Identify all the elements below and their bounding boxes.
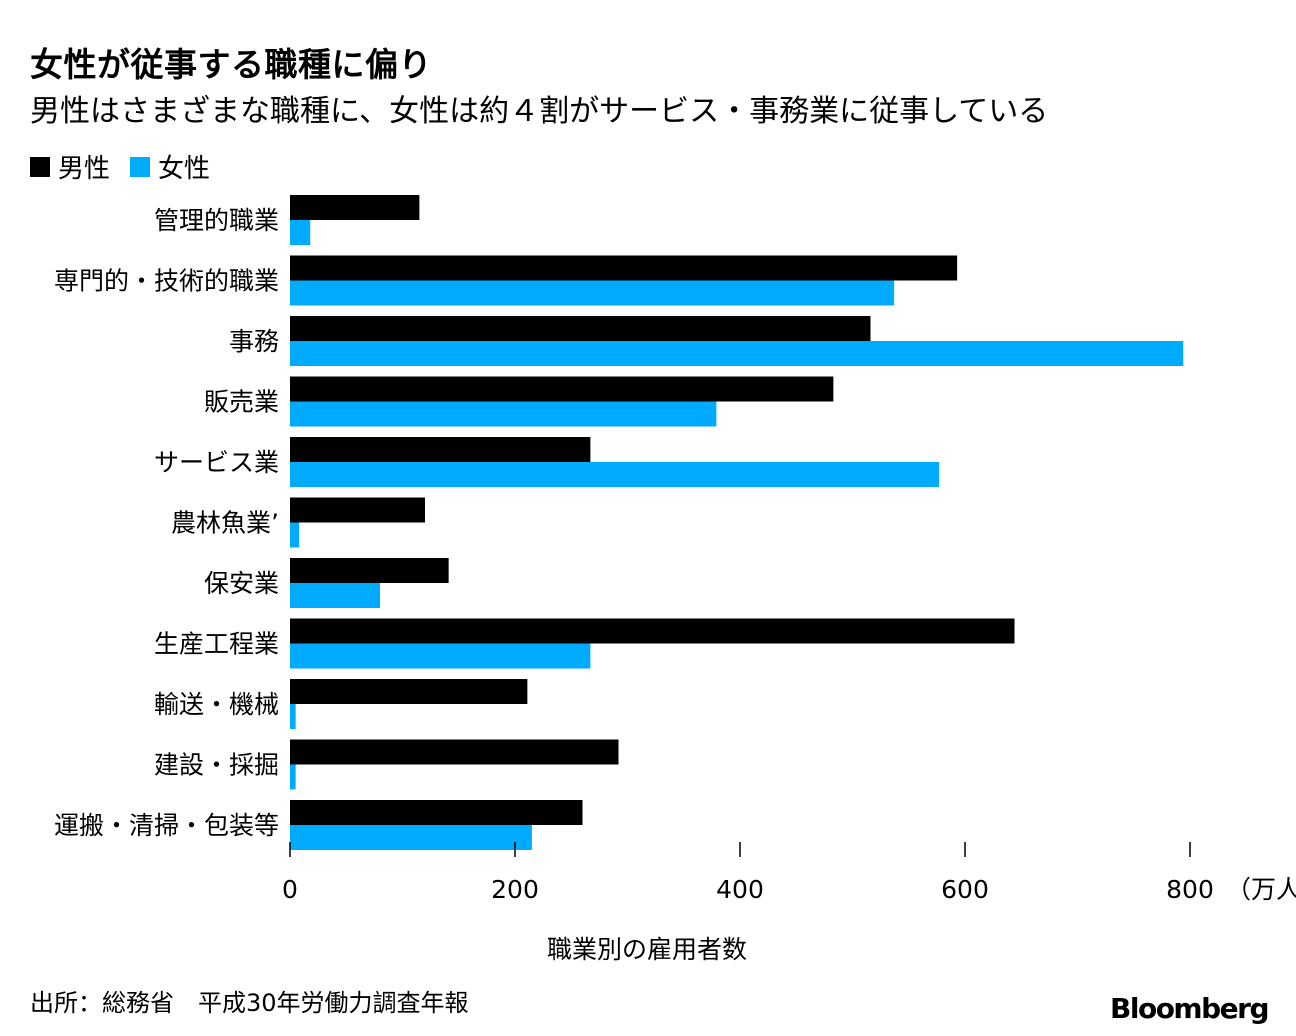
bar-female xyxy=(290,704,296,729)
category-label: 建設・採掘 xyxy=(154,751,279,780)
bar-male xyxy=(290,739,619,765)
category-label: 農林魚業’ xyxy=(171,509,279,538)
bar-female xyxy=(290,764,296,790)
bar-female xyxy=(290,401,717,427)
category-label: 生産工程業 xyxy=(154,630,279,659)
x-tick-label: 0 xyxy=(282,875,298,904)
bar-female xyxy=(290,341,1184,366)
bar-male xyxy=(290,437,591,462)
legend-swatch-female xyxy=(130,156,151,177)
x-unit-label: （万人） xyxy=(1226,875,1296,904)
bar-female xyxy=(290,643,591,669)
category-label: 運搬・清掃・包装等 xyxy=(54,811,279,840)
bar-male xyxy=(290,255,958,281)
legend-label-female: 女性 xyxy=(158,154,211,184)
bar-male xyxy=(290,195,420,220)
legend-swatch-male xyxy=(30,156,50,177)
legend-item-female: 女性 xyxy=(130,148,210,185)
chart-subtitle: 男性はさまざまな職種に、女性は約４割がサービス・事務業に従事している xyxy=(30,94,1049,129)
bar-male xyxy=(290,618,1015,644)
bar-male xyxy=(290,376,834,402)
x-tick-label: 600 xyxy=(941,875,989,904)
legend-item-male: 男性 xyxy=(30,148,110,185)
bar-female xyxy=(290,522,299,548)
bar-male xyxy=(290,316,871,341)
chart-title: 女性が従事する職種に偏り xyxy=(30,45,432,84)
x-tick-label: 800 xyxy=(1166,875,1214,904)
category-label: サービス業 xyxy=(154,448,279,477)
legend-label-male: 男性 xyxy=(58,154,111,184)
category-label: 管理的職業 xyxy=(154,206,279,235)
category-label: 輸送・機械 xyxy=(154,690,279,719)
category-label: 保安業 xyxy=(204,569,279,598)
bar-male xyxy=(290,497,425,523)
category-label: 販売業 xyxy=(204,388,279,417)
bar-female xyxy=(290,583,380,608)
bar-male xyxy=(290,679,528,704)
bar-female xyxy=(290,462,940,487)
bar-male xyxy=(290,558,449,583)
bar-female xyxy=(290,825,532,850)
x-axis-title: 職業別の雇用者数 xyxy=(547,935,747,964)
bar-male xyxy=(290,800,583,825)
category-label: 専門的・技術的職業 xyxy=(54,267,279,296)
x-tick-label: 400 xyxy=(716,875,764,904)
bar-female xyxy=(290,280,895,306)
source-note: 出所：総務省 平成30年労働力調査年報 xyxy=(30,989,469,1017)
x-tick-label: 200 xyxy=(491,875,539,904)
bar-female xyxy=(290,220,311,245)
category-label: 事務 xyxy=(229,327,279,356)
legend: 男性 女性 xyxy=(30,148,230,185)
bloomberg-logo: Bloomberg xyxy=(1110,992,1269,1025)
